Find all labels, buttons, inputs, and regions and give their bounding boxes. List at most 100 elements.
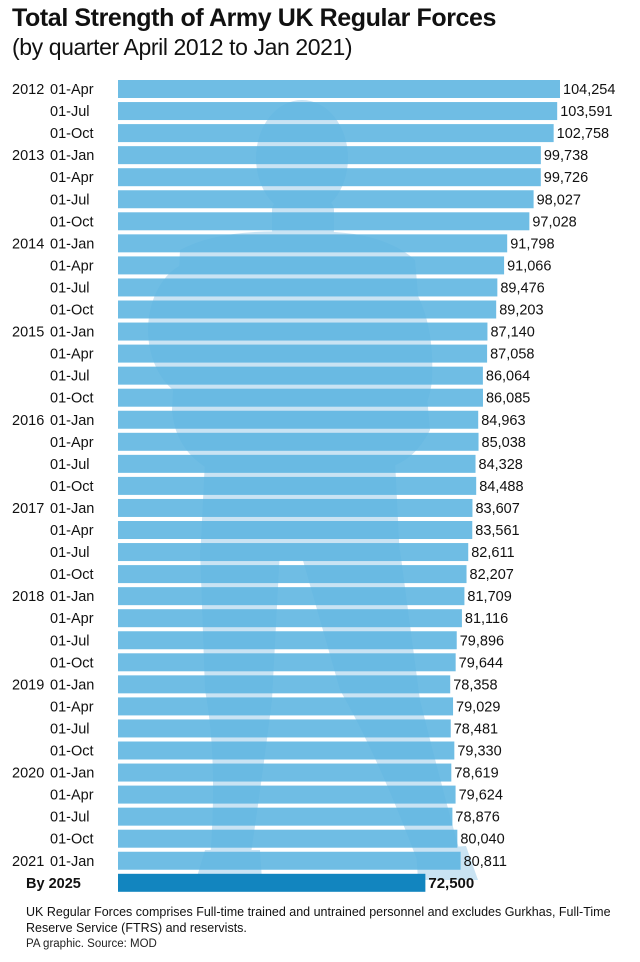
data-label: 78,358 [453,677,497,693]
category-label: 01-Oct [50,391,94,407]
data-label: 91,066 [507,258,551,274]
bar [118,124,554,143]
data-label: 79,644 [459,655,503,671]
category-label: 01-Oct [50,479,94,495]
year-label: 2018 [12,589,44,605]
bar [118,785,456,804]
data-label: 89,476 [500,280,544,296]
bar [118,741,455,760]
bar [118,476,477,495]
bar [118,102,558,121]
data-label: 104,254 [563,82,615,98]
data-label: 79,896 [460,633,504,649]
data-label: 86,085 [486,391,530,407]
bar [118,212,530,231]
category-label: 01-Jan [50,589,94,605]
data-label: 84,488 [479,479,523,495]
bar [118,190,534,209]
data-label: 81,116 [465,611,508,627]
data-label: 99,726 [544,170,588,186]
category-label: 01-Oct [50,744,94,760]
year-label: 2020 [12,766,44,782]
data-label: 84,328 [479,457,523,473]
category-label: 01-Jul [50,721,90,737]
category-label: By 2025 [26,876,81,892]
bar [118,256,505,275]
data-label: 87,140 [490,325,534,341]
bar [118,80,560,98]
bar [118,410,479,429]
category-label: 01-Jul [50,545,90,561]
bar-chart: 2012 01-Apr 104,254 01-Jul 103,591 01-Oct 102,… [12,80,615,892]
bar [118,278,498,297]
data-label: 79,330 [457,744,501,760]
year-label: 2015 [12,325,44,341]
data-label: 72,500 [428,875,474,892]
category-label: 01-Jul [50,457,90,473]
footnote: UK Regular Forces comprises Full-time tr… [26,905,611,935]
data-label: 82,207 [470,567,514,583]
year-label: 2017 [12,501,44,517]
bar [118,631,457,650]
category-label: 01-Oct [50,214,94,230]
data-label: 84,963 [481,413,525,429]
data-label: 80,040 [460,832,504,848]
bar [118,609,462,628]
year-label: 2012 [12,82,44,98]
bar [118,454,476,473]
data-label: 98,027 [537,192,581,208]
chart-title: Total Strength of Army UK Regular Forces [12,4,497,32]
data-label: 82,611 [471,545,514,561]
data-label: 79,624 [459,788,503,804]
bar [118,432,479,451]
data-label: 80,811 [464,854,507,870]
bar [118,807,453,826]
data-label: 83,561 [475,523,519,539]
category-label: 01-Oct [50,303,94,319]
category-label: 01-Jan [50,766,94,782]
category-label: 01-Jul [50,192,90,208]
category-label: 01-Apr [50,699,94,715]
year-label: 2019 [12,677,44,693]
category-label: 01-Oct [50,126,94,142]
category-label: 01-Jan [50,854,94,870]
category-label: 01-Jul [50,810,90,826]
category-label: 01-Apr [50,435,94,451]
data-label: 81,709 [467,589,511,605]
bar [118,498,473,517]
data-label: 97,028 [532,214,576,230]
category-label: 01-Jan [50,413,94,429]
category-label: 01-Oct [50,655,94,671]
bar [118,565,467,584]
bar [118,763,452,782]
data-label: 79,029 [456,699,500,715]
category-label: 01-Jul [50,280,90,296]
bar [118,168,541,187]
category-label: 01-Jan [50,677,94,693]
year-label: 2016 [12,413,44,429]
data-label: 87,058 [490,347,534,363]
chart-subtitle: (by quarter April 2012 to Jan 2021) [12,34,353,60]
bar [118,829,458,848]
category-label: 01-Jul [50,369,90,385]
category-label: 01-Jan [50,501,94,517]
category-label: 01-Apr [50,170,94,186]
category-label: 01-Apr [50,82,94,98]
data-label: 78,619 [454,766,498,782]
data-label: 102,758 [557,126,609,142]
bar [118,587,465,606]
data-label: 89,203 [499,303,543,319]
bar [118,675,451,694]
category-label: 01-Apr [50,611,94,627]
category-label: 01-Jan [50,325,94,341]
source-credit: PA graphic. Source: MOD [26,938,157,950]
bar [118,851,461,870]
bar [118,521,473,539]
category-label: 01-Oct [50,832,94,848]
bar [118,719,451,738]
data-label: 99,738 [544,148,588,164]
year-label: 2014 [12,236,44,252]
data-label: 78,876 [455,810,499,826]
bar [118,388,483,407]
category-label: 01-Jan [50,148,94,164]
